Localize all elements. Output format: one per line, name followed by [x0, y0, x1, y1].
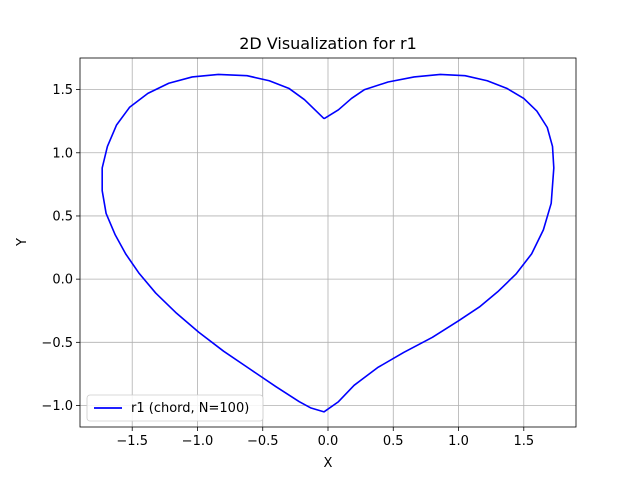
y-axis-label: Y — [15, 238, 30, 247]
y-tick-label: 1.5 — [52, 83, 73, 98]
series-line — [101, 73, 555, 413]
x-tick-label: 1.0 — [448, 434, 469, 449]
y-tick-label: −1.0 — [41, 399, 73, 414]
x-tick-label: −1.5 — [116, 434, 148, 449]
legend: r1 (chord, N=100) — [86, 394, 264, 422]
ticks: −1.5 −1.0 −0.5 0.0 0.5 1.0 1.5 −1.0 −0.5 0.0 0.5 1.… — [41, 83, 534, 449]
legend-entry: r1 (chord, N=100) — [131, 401, 249, 416]
x-axis-label: X — [324, 456, 333, 471]
y-tick-label: −0.5 — [41, 336, 73, 351]
x-tick-label: 0.5 — [383, 434, 404, 449]
y-tick-label: 1.0 — [52, 146, 73, 161]
legend-box — [86, 394, 264, 422]
x-tick-label: −0.5 — [247, 434, 279, 449]
chart-title: 2D Visualization for r1 — [239, 34, 417, 53]
y-tick-label: 0.5 — [52, 209, 73, 224]
x-tick-label: 0.0 — [318, 434, 339, 449]
series-layer — [101, 73, 555, 413]
x-tick-label: −1.0 — [182, 434, 214, 449]
x-tick-label: 1.5 — [513, 434, 534, 449]
y-tick-label: 0.0 — [52, 273, 73, 288]
